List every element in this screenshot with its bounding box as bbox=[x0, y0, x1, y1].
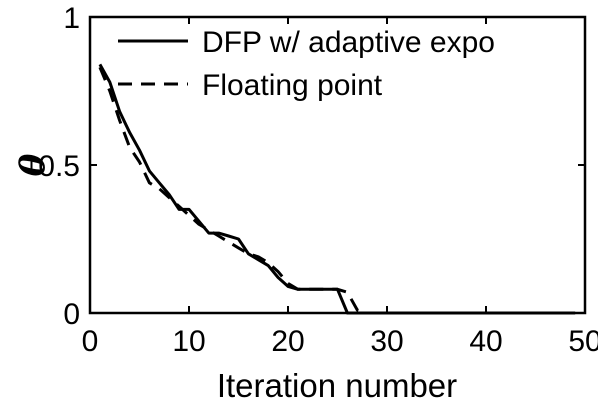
x-axis-label: Iteration number bbox=[217, 367, 457, 404]
x-tick-label-2: 20 bbox=[271, 325, 304, 358]
x-tick-label-5: 50 bbox=[568, 325, 598, 358]
x-tick-label-1: 10 bbox=[172, 325, 205, 358]
x-tick-label-3: 30 bbox=[370, 325, 403, 358]
x-tick-label-0: 0 bbox=[82, 325, 99, 358]
series-line-1 bbox=[98, 66, 576, 315]
y-axis-label: θ bbox=[13, 153, 53, 176]
legend: DFP w/ adaptive expo Floating point bbox=[118, 26, 495, 102]
legend-label-floating: Floating point bbox=[202, 69, 383, 102]
labels-layer: 0 10 20 30 40 50 0 0.5 1 bbox=[38, 2, 598, 358]
y-tick-label-1: 0.5 bbox=[38, 150, 80, 183]
ticks-layer bbox=[89, 16, 586, 314]
legend-label-dfp: DFP w/ adaptive expo bbox=[202, 26, 495, 59]
plot-area bbox=[88, 15, 587, 315]
series-layer bbox=[98, 63, 576, 315]
x-tick-label-4: 40 bbox=[469, 325, 502, 358]
y-tick-label-2: 1 bbox=[63, 2, 80, 35]
y-tick-label-0: 0 bbox=[63, 298, 80, 331]
